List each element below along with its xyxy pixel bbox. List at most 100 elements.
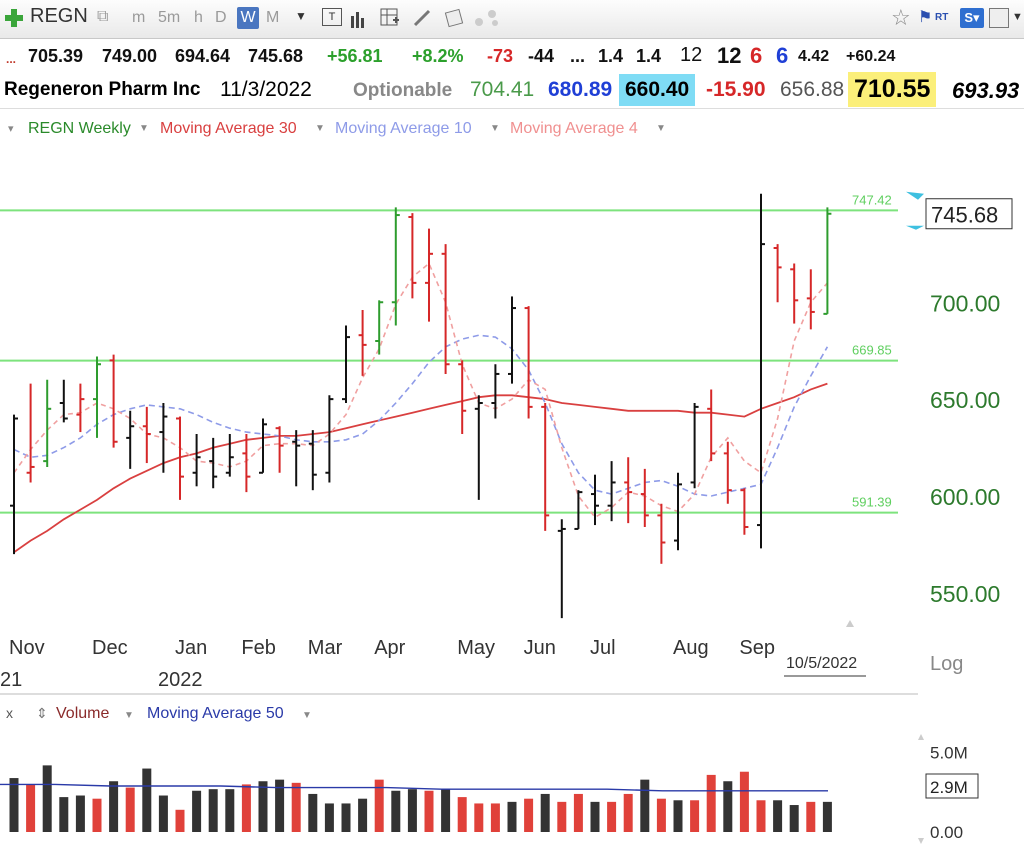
ohlc-bar[interactable] bbox=[176, 416, 184, 500]
volume-bar[interactable] bbox=[75, 795, 85, 832]
ohlc-bar[interactable] bbox=[591, 474, 599, 526]
legend-main-dropdown-icon[interactable]: ▼ bbox=[139, 123, 149, 134]
volume-bar[interactable] bbox=[158, 795, 168, 832]
ma4-line[interactable] bbox=[13, 262, 829, 519]
ohlc-bar[interactable] bbox=[640, 468, 649, 527]
ohlc-bar[interactable] bbox=[508, 296, 516, 384]
rt-icon[interactable]: RT bbox=[935, 12, 949, 23]
ohlc-bar[interactable] bbox=[541, 403, 550, 531]
ohlc-bar[interactable] bbox=[358, 310, 367, 376]
volume-bar[interactable] bbox=[540, 793, 550, 832]
ohlc-bar[interactable] bbox=[491, 364, 500, 419]
link-icon[interactable]: ⧉ bbox=[97, 8, 109, 25]
volume-bar[interactable] bbox=[275, 779, 285, 832]
ohlc-bar[interactable] bbox=[624, 457, 633, 524]
volume-bar[interactable] bbox=[789, 805, 799, 832]
volume-bar[interactable] bbox=[92, 798, 102, 832]
volume-bar[interactable] bbox=[739, 771, 749, 832]
timeframe-dropdown-icon[interactable]: ▼ bbox=[295, 9, 307, 23]
ohlc-bar[interactable] bbox=[93, 356, 101, 438]
legend-ma10[interactable]: Moving Average 10 bbox=[335, 120, 472, 137]
ohlc-bar[interactable] bbox=[308, 430, 317, 491]
volume-ma-line[interactable] bbox=[0, 783, 828, 792]
ma30-line[interactable] bbox=[13, 382, 828, 553]
volume-bar[interactable] bbox=[241, 784, 251, 832]
legend-ma4[interactable]: Moving Average 4 bbox=[510, 120, 638, 137]
ohlc-bar[interactable] bbox=[773, 244, 782, 303]
ohlc-bar[interactable] bbox=[740, 488, 749, 535]
volume-bar[interactable] bbox=[192, 790, 202, 832]
timeframe-mo[interactable]: M bbox=[266, 9, 280, 26]
ohlc-bar[interactable] bbox=[441, 244, 450, 374]
volume-bar[interactable] bbox=[9, 778, 19, 832]
volume-bar[interactable] bbox=[723, 781, 733, 832]
volume-bar[interactable] bbox=[125, 787, 135, 832]
ohlc-bar[interactable] bbox=[458, 360, 467, 434]
volume-bar[interactable] bbox=[142, 768, 152, 832]
volume-bar[interactable] bbox=[26, 784, 36, 832]
volume-bar[interactable] bbox=[507, 801, 517, 832]
timeframe-d[interactable]: D bbox=[215, 9, 227, 26]
volume-bar[interactable] bbox=[391, 790, 401, 832]
ohlc-bar[interactable] bbox=[209, 437, 218, 489]
ohlc-bar[interactable] bbox=[275, 426, 284, 473]
share-icon[interactable] bbox=[474, 8, 500, 28]
timeframe-5m[interactable]: 5m bbox=[158, 9, 181, 26]
volume-bar[interactable] bbox=[225, 789, 235, 832]
volume-bar[interactable] bbox=[457, 797, 467, 832]
legend-ma10-dropdown-icon[interactable]: ▼ bbox=[490, 123, 500, 134]
legend-ma30-dropdown-icon[interactable]: ▼ bbox=[315, 123, 325, 134]
ohlc-bar[interactable] bbox=[690, 403, 699, 489]
volume-bar[interactable] bbox=[806, 801, 816, 832]
s-dropdown-icon[interactable]: S▾ bbox=[960, 8, 984, 28]
volume-bar[interactable] bbox=[490, 803, 500, 832]
volume-bar[interactable] bbox=[607, 801, 617, 832]
ohlc-bar[interactable] bbox=[757, 193, 765, 549]
text-tool-icon[interactable]: T bbox=[322, 8, 342, 26]
timeframe-h[interactable]: h bbox=[194, 9, 203, 26]
legend-main[interactable]: REGN Weekly bbox=[28, 120, 131, 137]
ohlc-bar[interactable] bbox=[408, 213, 417, 299]
ohlc-bar[interactable] bbox=[823, 207, 832, 315]
legend-ma30[interactable]: Moving Average 30 bbox=[160, 120, 297, 137]
volume-bar[interactable] bbox=[590, 801, 600, 832]
volume-bar[interactable] bbox=[706, 774, 716, 832]
volume-bar[interactable] bbox=[175, 809, 185, 832]
ohlc-bar[interactable] bbox=[707, 389, 716, 462]
ohlc-bar[interactable] bbox=[59, 379, 68, 423]
bar-chart-icon[interactable] bbox=[350, 10, 368, 28]
volume-bar[interactable] bbox=[441, 789, 451, 832]
ohlc-bar[interactable] bbox=[806, 269, 815, 330]
volume-bar[interactable] bbox=[690, 800, 700, 832]
ohlc-bar[interactable] bbox=[10, 414, 18, 555]
ohlc-bar[interactable] bbox=[192, 434, 201, 487]
ohlc-bar[interactable] bbox=[259, 418, 267, 474]
ohlc-bar[interactable] bbox=[607, 461, 616, 522]
flag-icon[interactable]: ⚑ bbox=[918, 9, 933, 26]
volume-bar[interactable] bbox=[656, 798, 666, 832]
legend-collapse-icon[interactable]: ▾ bbox=[8, 123, 14, 135]
volume-bar[interactable] bbox=[59, 797, 69, 832]
ohlc-bar[interactable] bbox=[292, 430, 301, 487]
ohlc-bar[interactable] bbox=[142, 406, 151, 464]
volume-bar[interactable] bbox=[341, 803, 351, 832]
symbol-field[interactable]: REGN bbox=[30, 5, 88, 27]
volume-bar[interactable] bbox=[673, 800, 683, 832]
volume-bar[interactable] bbox=[291, 782, 301, 832]
volume-bar[interactable] bbox=[773, 800, 783, 832]
ohlc-bar[interactable] bbox=[557, 519, 566, 619]
volume-bar[interactable] bbox=[358, 798, 368, 832]
volume-bar[interactable] bbox=[374, 779, 384, 832]
ohlc-bar[interactable] bbox=[159, 403, 168, 473]
scroll-up-icon[interactable] bbox=[846, 620, 854, 627]
volume-bar[interactable] bbox=[573, 793, 583, 832]
note-icon[interactable] bbox=[444, 8, 466, 28]
volume-bar[interactable] bbox=[109, 781, 119, 832]
ohlc-bar[interactable] bbox=[375, 300, 384, 355]
timeframe-w[interactable]: W bbox=[237, 7, 259, 29]
ohlc-bar[interactable] bbox=[474, 395, 483, 500]
ohlc-bar[interactable] bbox=[790, 263, 799, 324]
dropdown-icon[interactable]: ▼ bbox=[1012, 11, 1023, 23]
ohlc-bar[interactable] bbox=[391, 207, 400, 326]
ohlc-bar[interactable] bbox=[126, 410, 135, 469]
